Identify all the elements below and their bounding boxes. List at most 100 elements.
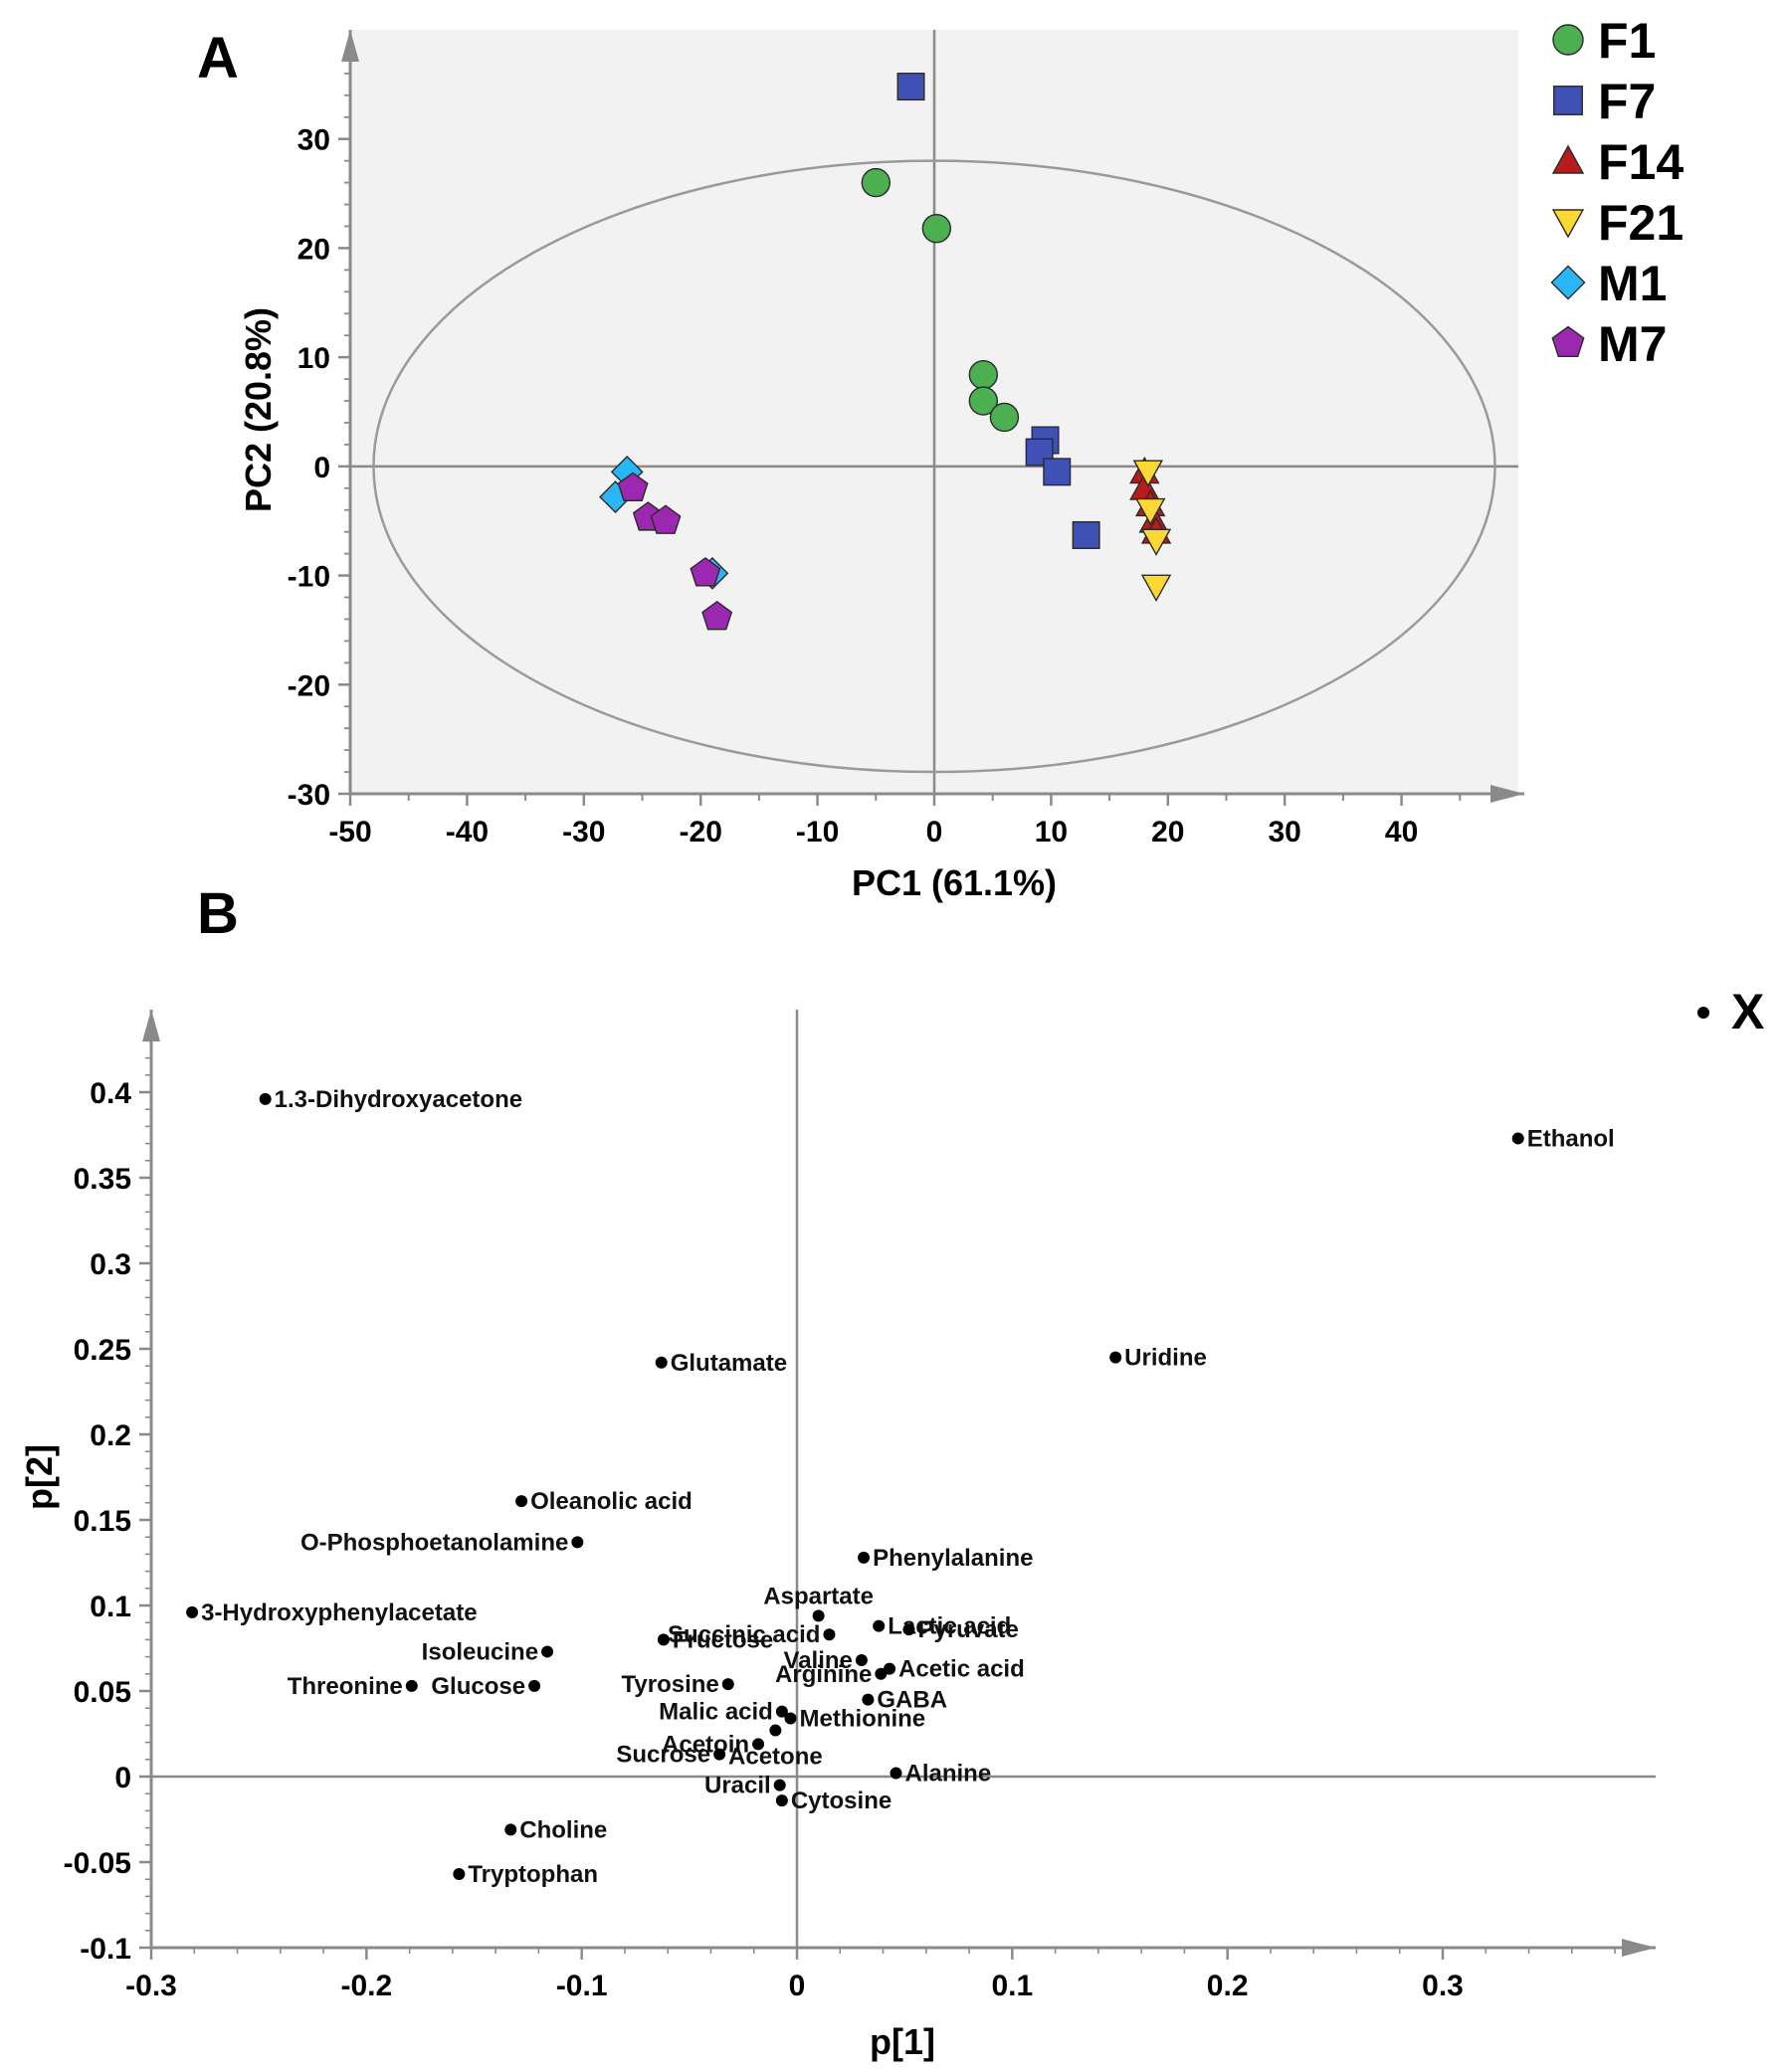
panel-b-x-tick-label: -0.1 — [556, 1970, 608, 2002]
loading-point — [259, 1092, 272, 1105]
loading-point-label: Uracil — [704, 1773, 771, 1799]
legend-label-f21: F21 — [1598, 195, 1684, 251]
loading-point-label: Malic acid — [659, 1699, 773, 1726]
score-point-m7 — [690, 557, 721, 587]
loading-point-label: Oleanolic acid — [530, 1488, 693, 1515]
panel-a-x-tick-label: -20 — [680, 816, 722, 848]
loading-point-label: Acetic acid — [898, 1656, 1025, 1683]
loading-point-label: Succinic acid — [668, 1621, 820, 1648]
loading-point-label: Tryptophan — [468, 1861, 598, 1888]
panel-b-y-axis-arrow — [142, 1010, 160, 1041]
panel-a-y-tick-label: -20 — [288, 669, 330, 702]
panel-a-y-tick-label: -30 — [288, 779, 330, 812]
loading-point-label: Aspartate — [763, 1583, 874, 1609]
loading-point — [884, 1662, 896, 1675]
score-point-f21 — [1140, 528, 1172, 556]
panel-a-x-axis-arrow — [1490, 785, 1524, 803]
legend-marker-f7 — [1553, 86, 1583, 115]
score-point-f1 — [861, 167, 891, 198]
panel-b-y-tick-label: 0.1 — [90, 1591, 131, 1623]
loading-point — [862, 1693, 875, 1706]
score-point-f7 — [1072, 520, 1100, 549]
panel-b-x-tick-label: 0.1 — [991, 1970, 1033, 2002]
loading-point — [453, 1868, 466, 1881]
loading-point-label: Sucrose — [616, 1742, 710, 1769]
panel-b-x-tick-label: 0.2 — [1207, 1970, 1249, 2002]
panel-a-y-axis-arrow — [341, 30, 359, 62]
loading-point — [713, 1748, 726, 1761]
panel-a-pca-scores: A -50 -40 -30 -20 -10 0 10 20 30 40 -30 -20 -10 0 10 20 3… — [197, 13, 1684, 903]
loading-point — [515, 1495, 528, 1508]
score-point-m7 — [617, 471, 649, 501]
loading-point-label: Choline — [519, 1816, 607, 1843]
loading-point-label: Ethanol — [1527, 1125, 1615, 1152]
score-point-f1 — [968, 359, 999, 390]
loading-point — [823, 1628, 836, 1641]
panel-b-y-axis-title: p[2] — [19, 1444, 60, 1510]
panel-a-x-tick-label: 0 — [926, 816, 943, 848]
score-point-f21 — [1140, 574, 1172, 602]
panel-b-y-tick-label: 0.4 — [90, 1077, 131, 1110]
legend-marker-f1 — [1552, 24, 1584, 56]
loading-point — [855, 1654, 868, 1667]
panel-a-x-tick-label: 20 — [1151, 816, 1184, 848]
loading-point-label: Pyruvate — [917, 1616, 1018, 1643]
panel-a-confidence-ellipse — [372, 159, 1496, 774]
loading-point — [541, 1645, 554, 1658]
panel-b-x-axis-arrow — [1622, 1939, 1656, 1957]
score-point-f1 — [989, 402, 1020, 433]
loading-point — [504, 1823, 517, 1836]
loading-point-label: Phenylalanine — [873, 1545, 1033, 1572]
panel-b-x-tick-label: -0.2 — [340, 1970, 392, 2002]
score-point-f7 — [1043, 458, 1072, 486]
panel-a-y-axis-title: PC2 (20.8%) — [238, 307, 279, 512]
panel-a-x-axis-title: PC1 (61.1%) — [852, 862, 1057, 903]
panel-a-x-tick-label: 30 — [1269, 816, 1301, 848]
loading-point-label: Tyrosine — [622, 1671, 719, 1698]
panel-a-y-tick-label: 20 — [298, 233, 330, 266]
loading-point — [1109, 1351, 1122, 1364]
score-point-f1 — [968, 386, 999, 416]
loading-point-label: Isoleucine — [422, 1638, 538, 1665]
score-point-f21 — [1132, 460, 1164, 487]
panel-b-y-tick-label: 0.05 — [74, 1676, 131, 1709]
panel-a-x-tick-label: -40 — [446, 816, 489, 848]
legend-label-f1: F1 — [1598, 13, 1656, 69]
panel-b-y-tick-label: 0.15 — [74, 1505, 131, 1538]
loading-point — [784, 1712, 797, 1725]
panel-b-y-tick-label: -0.1 — [80, 1933, 131, 1966]
panel-b-x-tick-label: 0.3 — [1422, 1970, 1464, 2002]
loading-point — [890, 1767, 902, 1780]
loading-point — [858, 1551, 871, 1564]
loading-point-label: 3-Hydroxyphenylacetate — [201, 1600, 477, 1626]
panel-a-y-tick-label: 30 — [298, 124, 330, 157]
score-point-f7 — [896, 73, 925, 101]
loading-point-label: Valine — [784, 1647, 853, 1674]
panel-b-y-tick-label: 0.2 — [90, 1419, 131, 1452]
loading-point — [769, 1724, 782, 1737]
loading-point-label: GABA — [877, 1687, 947, 1714]
loading-point — [773, 1779, 786, 1791]
panel-b-x-axis-title: p[1] — [870, 2021, 935, 2062]
loading-point-label: Acetone — [728, 1744, 823, 1771]
loading-point — [873, 1619, 886, 1632]
loading-point — [775, 1705, 788, 1718]
loading-point-label: Fructose — [673, 1626, 773, 1653]
panel-a-y-tick-label: -10 — [288, 561, 330, 594]
panel-a-y-tick-label: 0 — [313, 452, 330, 484]
legend-label-f14: F14 — [1598, 134, 1684, 190]
panel-a-x-tick-label: -10 — [796, 816, 839, 848]
loading-point — [186, 1605, 199, 1618]
legend-label-x: X — [1731, 984, 1764, 1039]
loading-point — [812, 1609, 825, 1622]
legend-marker-f14 — [1551, 144, 1585, 174]
panel-b-y-tick-label: 0 — [114, 1762, 131, 1794]
legend-marker-m7 — [1551, 325, 1585, 358]
loading-point — [1511, 1132, 1524, 1145]
loading-point-label: Cytosine — [791, 1788, 892, 1814]
loading-point-label: Uridine — [1124, 1345, 1207, 1372]
legend-label-m7: M7 — [1598, 316, 1667, 372]
legend-marker-x — [1697, 1007, 1709, 1019]
